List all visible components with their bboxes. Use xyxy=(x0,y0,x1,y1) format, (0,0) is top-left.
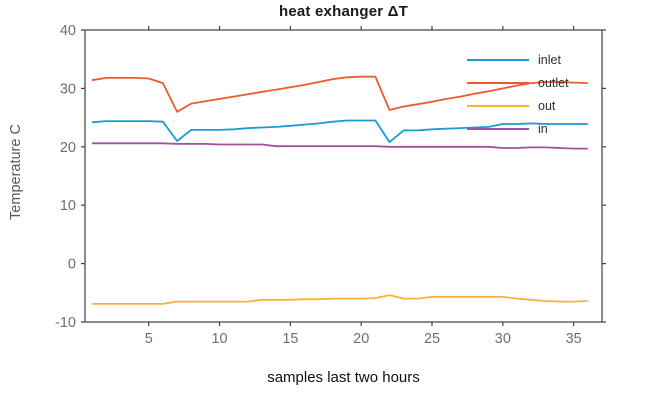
legend: inlet outlet out in xyxy=(467,48,569,140)
legend-line-inlet xyxy=(467,58,529,61)
y-tick-label: 30 xyxy=(60,81,76,97)
x-axis-label: samples last two hours xyxy=(267,369,420,386)
series-line-out xyxy=(92,294,588,305)
legend-label: inlet xyxy=(538,52,561,67)
x-tick-label: 20 xyxy=(353,331,369,347)
x-tick-label: 15 xyxy=(282,331,298,347)
legend-item-in: in xyxy=(467,117,569,140)
axes-box xyxy=(84,29,603,323)
chart-title: heat exhanger ΔT xyxy=(278,3,408,20)
y-tick-label: 20 xyxy=(60,140,76,156)
series-line-inlet xyxy=(92,119,588,144)
legend-item-inlet: inlet xyxy=(467,48,569,71)
series-line-outlet xyxy=(91,75,588,113)
y-tick-label: 0 xyxy=(68,257,76,273)
legend-line-in xyxy=(467,127,529,130)
y-tick-label: 10 xyxy=(60,198,76,214)
x-tick-label: 5 xyxy=(145,331,153,347)
y-tick-label: 40 xyxy=(60,23,76,39)
legend-item-outlet: outlet xyxy=(467,71,569,94)
legend-item-out: out xyxy=(467,94,569,117)
y-tick-label: -10 xyxy=(55,315,76,331)
legend-line-out xyxy=(467,104,529,107)
x-tick-label: 10 xyxy=(211,331,227,347)
x-tick-label: 35 xyxy=(566,331,582,347)
x-tick-label: 25 xyxy=(424,331,440,347)
legend-line-outlet xyxy=(467,81,529,84)
x-tick-label: 30 xyxy=(495,331,511,347)
series-line-in xyxy=(92,142,588,150)
legend-label: in xyxy=(538,121,548,136)
legend-label: outlet xyxy=(538,75,569,90)
legend-label: out xyxy=(538,98,556,113)
